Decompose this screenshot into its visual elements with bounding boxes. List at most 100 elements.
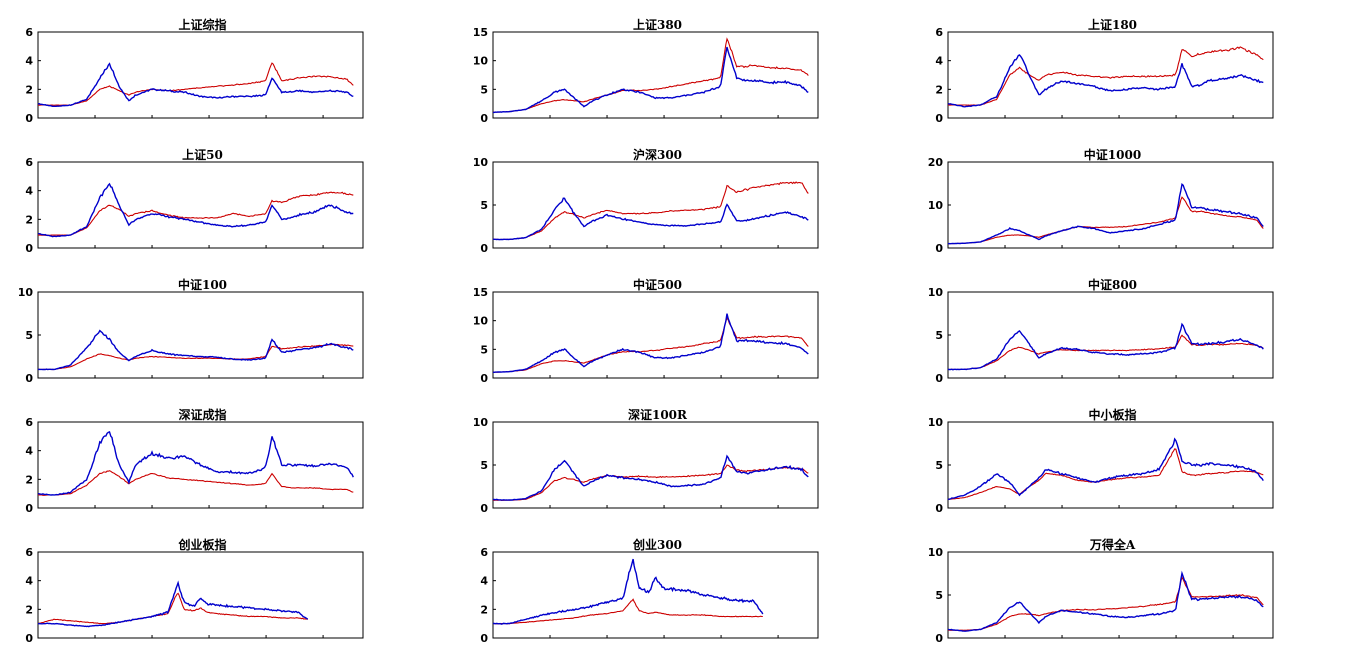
series-line-red bbox=[947, 575, 1264, 631]
y-tick-label: 10 bbox=[473, 156, 489, 169]
y-tick-label: 2 bbox=[25, 473, 33, 486]
y-tick-label: 6 bbox=[25, 546, 33, 559]
chart-plot: 0 2 4 6 bbox=[25, 26, 364, 125]
series-line-blue bbox=[947, 182, 1264, 245]
chart-plot: 0 5 10 bbox=[928, 286, 1274, 385]
y-tick-label: 0 bbox=[25, 112, 33, 125]
series-line-red bbox=[38, 62, 354, 106]
series-line-red bbox=[37, 191, 354, 236]
chart-panel: 中证1000 0 10 20 bbox=[910, 146, 1365, 276]
chart-title: 中小板指 bbox=[1088, 408, 1137, 422]
chart-panel: 中小板指 0 5 10 bbox=[910, 406, 1365, 536]
chart-title: 深证100R bbox=[627, 408, 688, 422]
chart-title: 沪深300 bbox=[632, 148, 683, 162]
y-tick-label: 2 bbox=[25, 213, 33, 226]
chart-title: 上证综指 bbox=[178, 18, 227, 32]
series-line-blue bbox=[492, 558, 764, 625]
y-tick-label: 0 bbox=[935, 502, 943, 515]
series-line-blue bbox=[37, 62, 354, 107]
chart-panel: 沪深300 0 5 10 bbox=[455, 146, 910, 276]
y-tick-label: 5 bbox=[480, 199, 488, 212]
y-tick-label: 0 bbox=[480, 372, 488, 385]
chart-panel: 中证800 0 5 10 bbox=[910, 276, 1365, 406]
y-tick-label: 0 bbox=[935, 632, 943, 645]
series-line-red bbox=[492, 181, 809, 241]
chart-title: 中证500 bbox=[632, 278, 683, 292]
chart-plot: 0 2 4 6 bbox=[935, 26, 1274, 125]
chart-plot: 0 5 10 bbox=[928, 546, 1274, 645]
y-tick-label: 5 bbox=[480, 83, 488, 96]
chart-plot: 0 2 4 6 bbox=[25, 546, 364, 645]
y-tick-label: 4 bbox=[25, 445, 33, 458]
y-tick-label: 2 bbox=[25, 603, 33, 616]
plot-frame bbox=[947, 31, 1274, 119]
chart-grid: 上证综指 0 2 4 6 上证380 0 5 10 15 上证180 0 2 4 6 上证50 0 2 4 6 沪深30… bbox=[0, 16, 1365, 645]
chart-title: 创业板指 bbox=[178, 538, 227, 552]
y-tick-label: 6 bbox=[25, 26, 33, 39]
y-tick-label: 0 bbox=[25, 632, 33, 645]
chart-panel: 创业板指 0 2 4 6 bbox=[0, 536, 455, 666]
y-tick-label: 4 bbox=[480, 575, 488, 588]
y-tick-label: 0 bbox=[480, 242, 488, 255]
y-tick-label: 5 bbox=[480, 343, 488, 356]
chart-title: 创业300 bbox=[632, 538, 683, 552]
y-tick-label: 2 bbox=[480, 603, 488, 616]
y-tick-label: 6 bbox=[25, 156, 33, 169]
plot-frame bbox=[947, 291, 1274, 379]
series-line-blue bbox=[37, 580, 309, 628]
y-tick-label: 10 bbox=[928, 416, 944, 429]
y-tick-label: 0 bbox=[480, 632, 488, 645]
y-tick-label: 10 bbox=[473, 55, 489, 68]
chart-panel: 万得全A 0 5 10 bbox=[910, 536, 1365, 666]
y-tick-label: 5 bbox=[935, 589, 943, 602]
y-tick-label: 5 bbox=[25, 329, 33, 342]
y-tick-label: 5 bbox=[480, 459, 488, 472]
chart-plot: 0 5 10 bbox=[473, 416, 819, 515]
chart-panel: 上证380 0 5 10 15 bbox=[455, 16, 910, 146]
y-tick-label: 10 bbox=[928, 199, 944, 212]
y-tick-label: 15 bbox=[473, 286, 488, 299]
plot-frame bbox=[492, 161, 819, 249]
plot-frame bbox=[37, 31, 364, 119]
series-line-red bbox=[37, 592, 308, 625]
y-tick-label: 4 bbox=[25, 55, 33, 68]
chart-panel: 创业300 0 2 4 6 bbox=[455, 536, 910, 666]
plot-frame bbox=[37, 551, 364, 639]
chart-title: 中证100 bbox=[177, 278, 228, 292]
series-line-blue bbox=[947, 322, 1264, 371]
chart-plot: 0 5 10 15 bbox=[473, 26, 819, 125]
chart-panel: 中证100 0 5 10 bbox=[0, 276, 455, 406]
chart-plot: 0 5 10 bbox=[18, 286, 364, 385]
chart-plot: 0 2 4 6 bbox=[25, 156, 364, 255]
plot-frame bbox=[37, 161, 364, 249]
y-tick-label: 0 bbox=[935, 242, 943, 255]
series-line-red bbox=[947, 448, 1264, 501]
series-line-red bbox=[493, 464, 809, 501]
plot-frame bbox=[492, 551, 819, 639]
series-line-red bbox=[38, 470, 354, 496]
y-tick-label: 0 bbox=[935, 112, 943, 125]
y-tick-label: 5 bbox=[935, 459, 943, 472]
chart-title: 上证50 bbox=[182, 148, 223, 162]
y-tick-label: 0 bbox=[25, 502, 33, 515]
y-tick-label: 10 bbox=[928, 546, 944, 559]
series-line-red bbox=[493, 598, 763, 625]
series-line-blue bbox=[493, 313, 809, 373]
y-tick-label: 4 bbox=[25, 185, 33, 198]
chart-panel: 上证综指 0 2 4 6 bbox=[0, 16, 455, 146]
series-line-red bbox=[38, 343, 354, 371]
y-tick-label: 10 bbox=[18, 286, 34, 299]
series-line-blue bbox=[37, 329, 354, 371]
series-line-blue bbox=[947, 437, 1264, 501]
series-line-red bbox=[947, 46, 1264, 106]
y-tick-label: 0 bbox=[480, 112, 488, 125]
chart-panel: 深证100R 0 5 10 bbox=[455, 406, 910, 536]
y-tick-label: 10 bbox=[473, 416, 489, 429]
y-tick-label: 4 bbox=[25, 575, 33, 588]
series-line-red bbox=[492, 316, 809, 373]
chart-plot: 0 2 4 6 bbox=[480, 546, 819, 645]
chart-panel: 中证500 0 5 10 15 bbox=[455, 276, 910, 406]
plot-frame bbox=[947, 551, 1274, 639]
y-tick-label: 0 bbox=[25, 242, 33, 255]
y-tick-label: 10 bbox=[928, 286, 944, 299]
